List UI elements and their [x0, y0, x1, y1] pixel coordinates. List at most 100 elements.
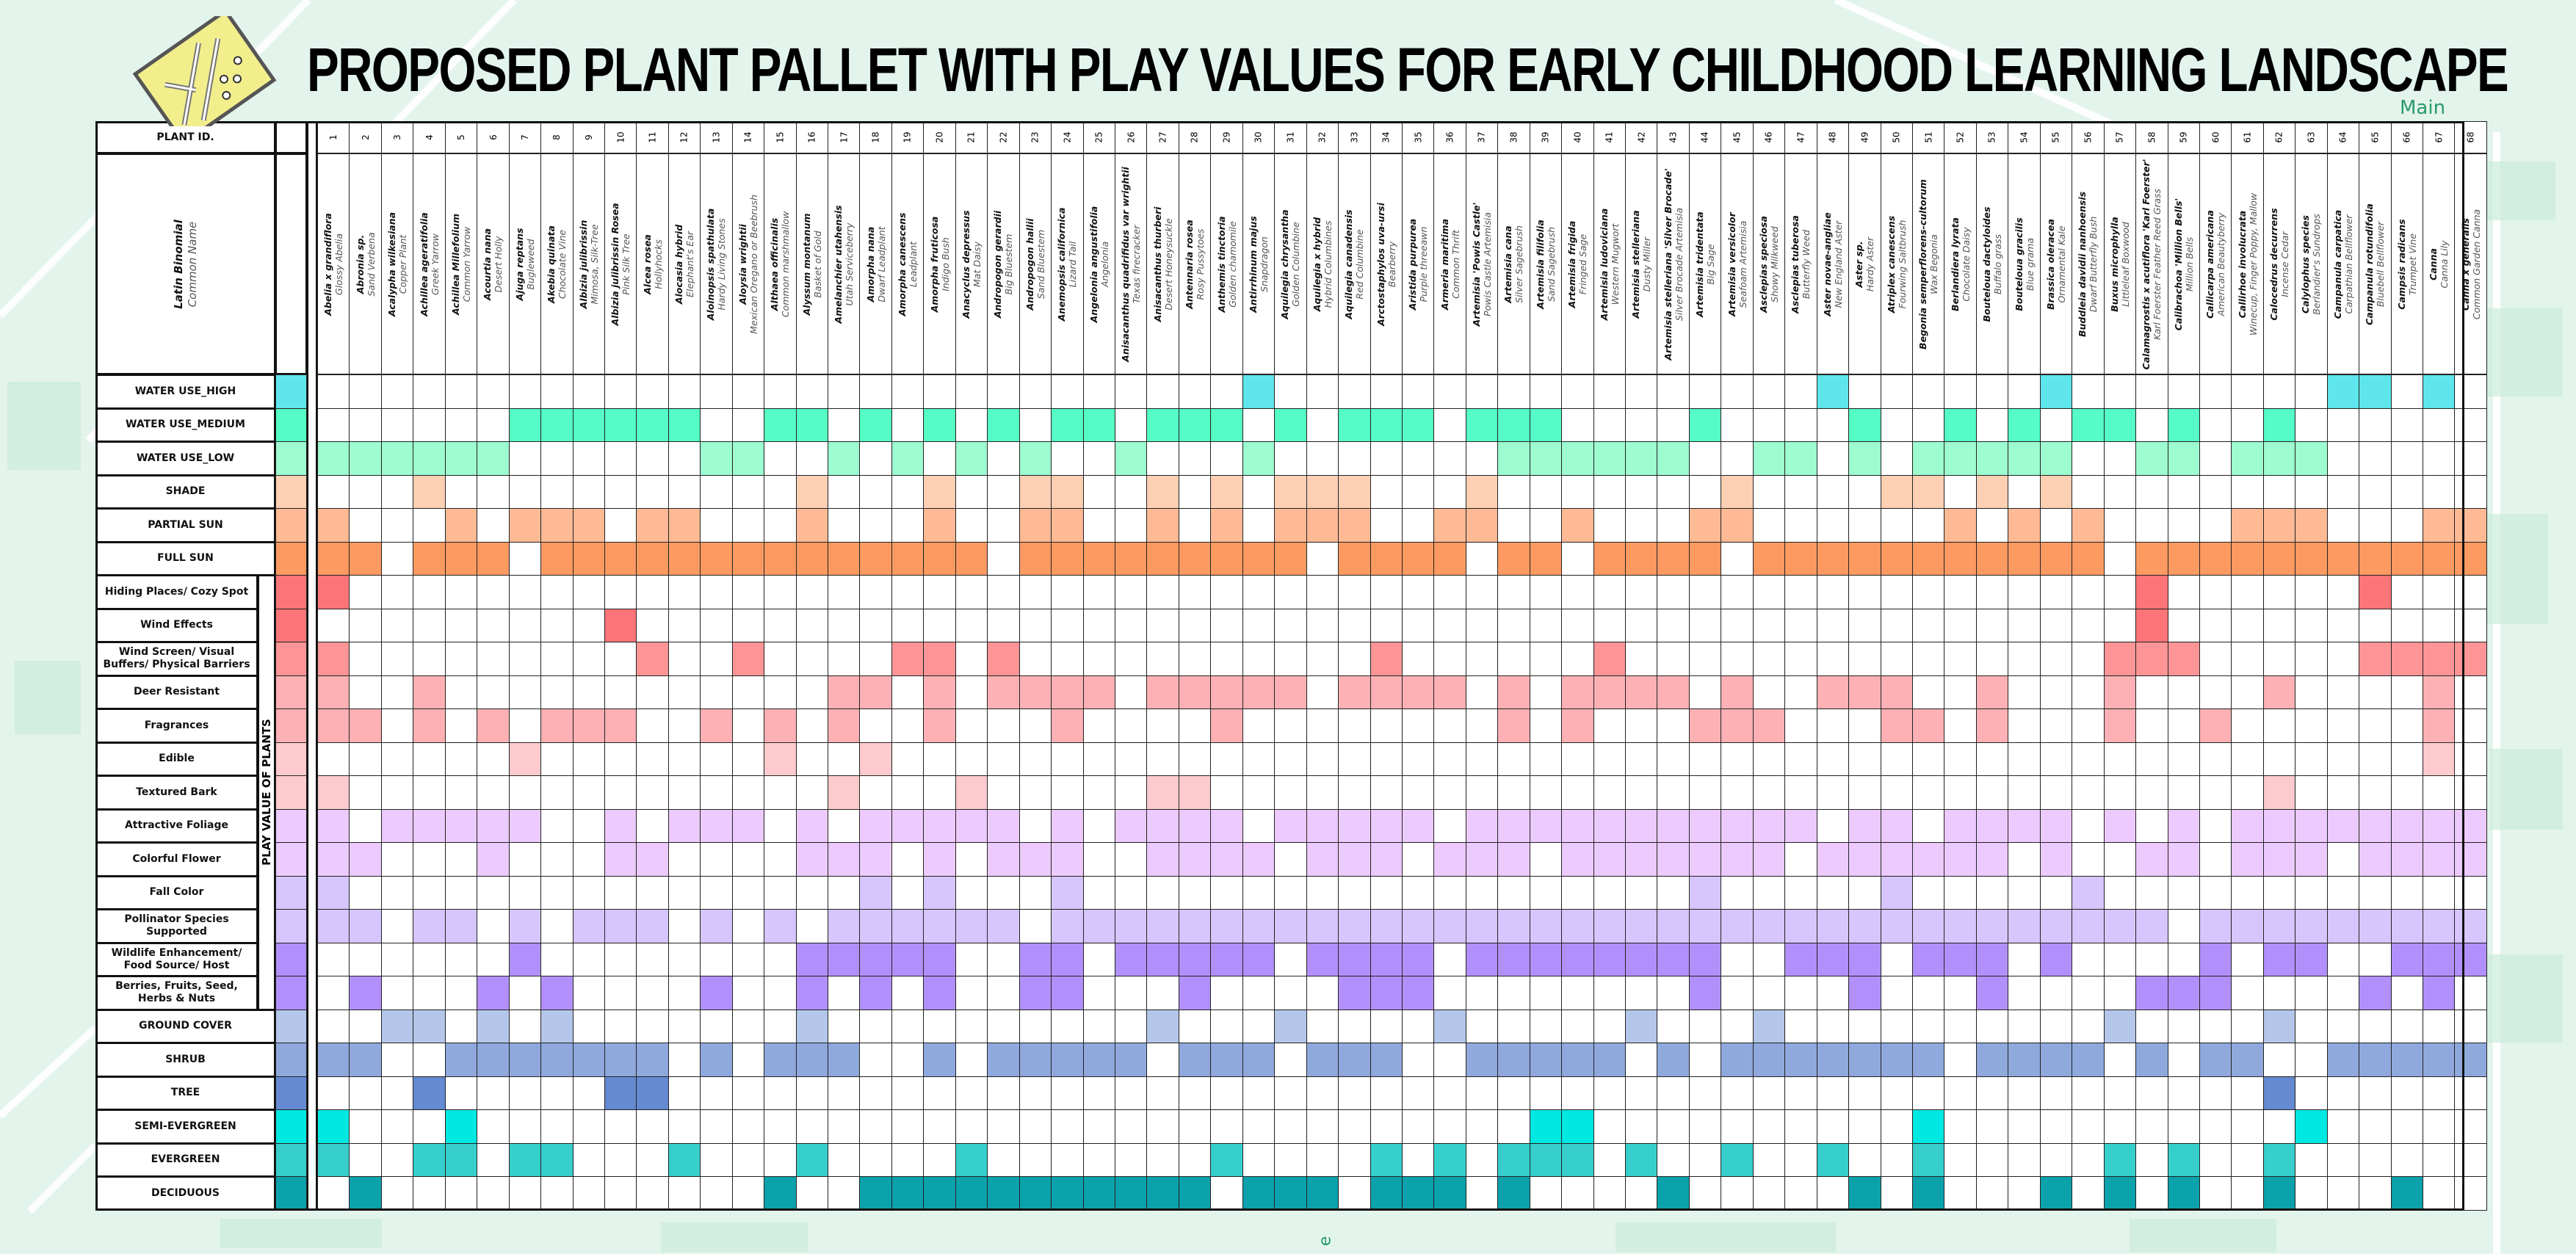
- attribute-cell-empty[interactable]: [2295, 742, 2328, 776]
- attribute-cell-empty[interactable]: [2454, 441, 2487, 476]
- attribute-cell-empty[interactable]: [923, 374, 956, 409]
- plant-name-header[interactable]: Calylophus species Berlandier's Sundrops: [2295, 153, 2328, 374]
- plant-common-name[interactable]: Greek Yarrow: [429, 233, 441, 295]
- attribute-cell-filled[interactable]: [859, 909, 892, 943]
- plant-id[interactable]: 40: [1561, 121, 1594, 153]
- plant-id[interactable]: 22: [987, 121, 1020, 153]
- attribute-cell-empty[interactable]: [1115, 842, 1148, 877]
- attribute-cell-empty[interactable]: [2167, 675, 2200, 709]
- attribute-cell-filled[interactable]: [2262, 1142, 2296, 1177]
- attribute-cell-empty[interactable]: [2167, 942, 2200, 976]
- attribute-cell-empty[interactable]: [1784, 575, 1817, 609]
- attribute-cell-empty[interactable]: [1561, 1176, 1594, 1211]
- attribute-cell-empty[interactable]: [2072, 474, 2105, 509]
- attribute-cell-filled[interactable]: [2039, 842, 2073, 877]
- plant-common-name[interactable]: Littleleaf Boxwood: [2119, 221, 2131, 307]
- plant-common-name[interactable]: Western Mugwort: [1609, 223, 1621, 305]
- plant-common-name[interactable]: Trumpet Vine: [2406, 233, 2418, 295]
- attribute-cell-empty[interactable]: [1242, 508, 1276, 543]
- attribute-cell-empty[interactable]: [955, 1076, 988, 1110]
- attribute-cell-filled[interactable]: [859, 541, 892, 576]
- plant-name-header[interactable]: Campanula rotundifolia Bluebell Bellflowe…: [2359, 153, 2392, 374]
- plant-name[interactable]: Anemopsis californica Lizard Tail: [1056, 207, 1078, 321]
- plant-name-header[interactable]: Albizia julibrissin Mimosa, Silk-Tree: [572, 153, 605, 374]
- attribute-cell-empty[interactable]: [2072, 1142, 2105, 1177]
- attribute-cell-empty[interactable]: [1625, 708, 1658, 743]
- attribute-cell-filled[interactable]: [1178, 1043, 1212, 1077]
- plant-name-header[interactable]: Callicarpa americana American Beautyberry: [2199, 153, 2232, 374]
- attribute-cell-filled[interactable]: [2454, 842, 2487, 877]
- plant-common-name[interactable]: Texas firecracker: [1131, 225, 1143, 303]
- attribute-cell-filled[interactable]: [2167, 407, 2200, 442]
- attribute-cell-empty[interactable]: [828, 474, 861, 509]
- attribute-cell-empty[interactable]: [955, 407, 988, 442]
- legend-swatch[interactable]: [275, 1043, 307, 1077]
- attribute-cell-filled[interactable]: [1051, 407, 1084, 442]
- attribute-cell-empty[interactable]: [413, 374, 446, 409]
- plant-common-name[interactable]: Common marshmallow: [780, 211, 792, 317]
- plant-latin-name[interactable]: Albizia julibrissin: [577, 220, 589, 308]
- attribute-cell-empty[interactable]: [700, 1076, 733, 1110]
- plant-id[interactable]: 23: [1019, 121, 1052, 153]
- attribute-cell-empty[interactable]: [317, 407, 350, 442]
- attribute-cell-empty[interactable]: [2135, 942, 2168, 976]
- attribute-cell-empty[interactable]: [1721, 374, 1754, 409]
- plant-name[interactable]: Antennaria rosea Rosy Pussytoes: [1184, 220, 1206, 309]
- attribute-cell-empty[interactable]: [828, 1109, 861, 1144]
- attribute-cell-empty[interactable]: [1051, 575, 1084, 609]
- attribute-cell-empty[interactable]: [1752, 474, 1786, 509]
- plant-id[interactable]: 3: [380, 121, 414, 153]
- attribute-cell-filled[interactable]: [923, 1176, 956, 1211]
- attribute-cell-filled[interactable]: [540, 1043, 574, 1077]
- plant-id-text[interactable]: 28: [1190, 131, 1201, 143]
- attribute-cell-empty[interactable]: [731, 1043, 765, 1077]
- attribute-cell-empty[interactable]: [2135, 407, 2168, 442]
- attribute-cell-empty[interactable]: [1306, 1009, 1339, 1043]
- attribute-cell-empty[interactable]: [2454, 1076, 2487, 1110]
- attribute-cell-empty[interactable]: [1146, 608, 1179, 642]
- attribute-cell-filled[interactable]: [1975, 842, 2009, 877]
- attribute-cell-filled[interactable]: [2103, 909, 2137, 943]
- attribute-cell-empty[interactable]: [2454, 474, 2487, 509]
- attribute-cell-empty[interactable]: [987, 1076, 1020, 1110]
- attribute-cell-empty[interactable]: [1752, 1142, 1786, 1177]
- attribute-cell-empty[interactable]: [380, 1043, 414, 1077]
- attribute-cell-empty[interactable]: [1593, 1109, 1627, 1144]
- attribute-cell-empty[interactable]: [2295, 875, 2328, 910]
- attribute-cell-filled[interactable]: [636, 909, 669, 943]
- attribute-cell-empty[interactable]: [828, 1176, 861, 1211]
- attribute-cell-empty[interactable]: [1944, 575, 1977, 609]
- attribute-cell-empty[interactable]: [477, 775, 510, 810]
- attribute-cell-empty[interactable]: [828, 608, 861, 642]
- plant-latin-name[interactable]: Begonia semperflorens-cultorum: [1917, 178, 1929, 349]
- attribute-cell-filled[interactable]: [828, 1043, 861, 1077]
- plant-id[interactable]: 11: [636, 121, 669, 153]
- attribute-cell-empty[interactable]: [1561, 474, 1594, 509]
- attribute-cell-empty[interactable]: [2295, 374, 2328, 409]
- attribute-cell-filled[interactable]: [1433, 541, 1466, 576]
- attribute-cell-empty[interactable]: [1721, 441, 1754, 476]
- plant-common-name[interactable]: Utah Serviceberry: [844, 222, 855, 306]
- attribute-cell-empty[interactable]: [2390, 508, 2424, 543]
- attribute-cell-filled[interactable]: [1115, 942, 1148, 976]
- attribute-cell-filled[interactable]: [667, 407, 701, 442]
- attribute-cell-filled[interactable]: [508, 808, 542, 843]
- plant-name[interactable]: Acourtia nana Desert Holly: [482, 228, 504, 300]
- attribute-cell-empty[interactable]: [444, 842, 478, 877]
- attribute-cell-empty[interactable]: [891, 575, 925, 609]
- attribute-cell-filled[interactable]: [1721, 842, 1754, 877]
- plant-common-name[interactable]: Mimosa, Silk-Tree: [588, 223, 600, 305]
- plant-common-name[interactable]: Canna Lily: [2439, 239, 2450, 289]
- attribute-cell-empty[interactable]: [1593, 1176, 1627, 1211]
- attribute-cell-empty[interactable]: [955, 875, 988, 910]
- plant-id[interactable]: 35: [1401, 121, 1435, 153]
- plant-name-header[interactable]: Artemisia tridentata Big Sage: [1688, 153, 1722, 374]
- attribute-cell-filled[interactable]: [508, 1043, 542, 1077]
- attribute-cell-empty[interactable]: [1944, 608, 1977, 642]
- attribute-cell-empty[interactable]: [987, 541, 1020, 576]
- attribute-cell-empty[interactable]: [444, 642, 478, 676]
- plant-id-text[interactable]: 19: [902, 131, 913, 143]
- plant-id-text[interactable]: 43: [1668, 131, 1679, 143]
- attribute-cell-empty[interactable]: [1625, 575, 1658, 609]
- plant-name-header[interactable]: Canna x generalis Common Garden Canna: [2454, 153, 2487, 374]
